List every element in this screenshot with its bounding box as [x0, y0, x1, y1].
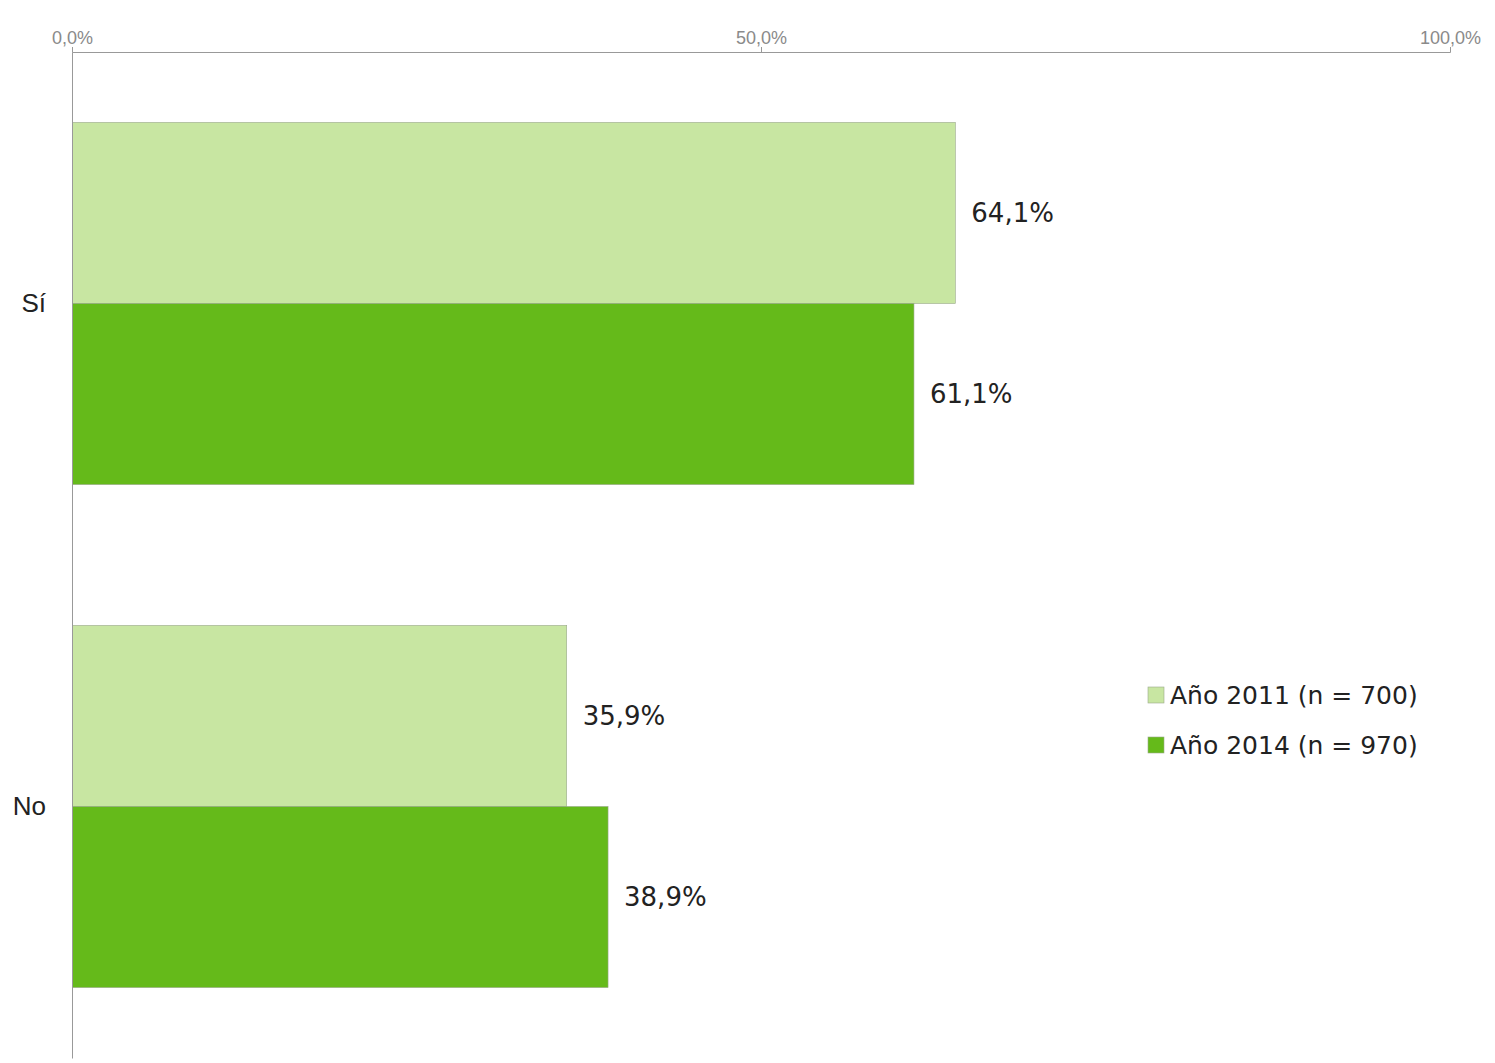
y-axis: Sí No: [13, 53, 73, 1059]
legend: Año 2011 (n = 700) Año 2014 (n = 970): [1148, 681, 1418, 760]
tick: 50,0%: [736, 28, 787, 52]
tick: 100,0%: [1420, 28, 1481, 52]
legend-label: Año 2014 (n = 970): [1170, 731, 1418, 760]
tick: Sí: [21, 288, 46, 318]
bar: [72, 625, 567, 806]
tick-label: Sí: [21, 288, 46, 318]
tick: 0,0%: [52, 28, 93, 52]
bar: [72, 122, 955, 303]
data-label: 61,1%: [930, 379, 1013, 409]
legend-swatch: [1148, 687, 1164, 703]
tick-label: 0,0%: [52, 28, 93, 48]
tick: No: [13, 791, 46, 821]
data-label: 64,1%: [971, 198, 1054, 228]
data-label: 38,9%: [624, 882, 707, 912]
x-axis: 0,0% 50,0% 100,0%: [52, 28, 1481, 53]
bar: [72, 304, 914, 485]
legend-label: Año 2011 (n = 700): [1170, 681, 1418, 710]
data-labels: 64,1% 35,9% 61,1% 38,9%: [583, 198, 1054, 912]
tick-label: 100,0%: [1420, 28, 1481, 48]
chart: 0,0% 50,0% 100,0% Sí No 64,1% 35,9% 61,1% 38,9% A…: [0, 0, 1495, 1063]
data-label: 35,9%: [583, 701, 666, 731]
bar: [72, 807, 608, 988]
legend-item: Año 2011 (n = 700): [1148, 681, 1418, 710]
legend-item: Año 2014 (n = 970): [1148, 731, 1418, 760]
tick-label: No: [13, 791, 46, 821]
axis-line: [72, 53, 73, 1059]
legend-swatch: [1148, 737, 1164, 753]
bars: [72, 122, 955, 987]
tick-label: 50,0%: [736, 28, 787, 48]
